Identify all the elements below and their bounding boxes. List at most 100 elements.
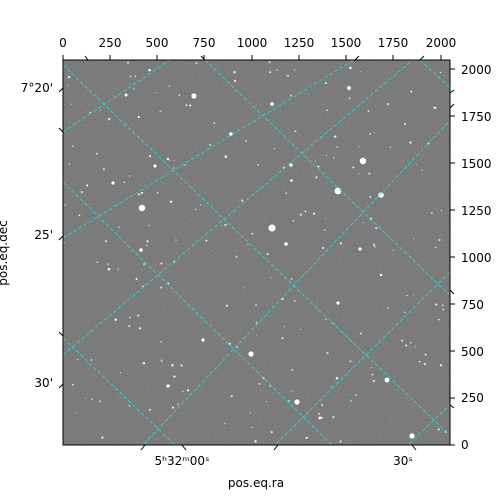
faint-star xyxy=(335,376,339,380)
faint-star xyxy=(325,155,328,157)
dec-tick-mark-right xyxy=(449,289,455,295)
faint-star xyxy=(291,368,294,371)
faint-star xyxy=(270,430,273,434)
faint-star xyxy=(75,412,77,414)
faint-star xyxy=(269,71,272,74)
bright-star xyxy=(124,93,128,97)
faint-star xyxy=(413,238,415,240)
bright-star xyxy=(201,338,205,342)
faint-star xyxy=(330,386,332,388)
dec-tick-mark-right xyxy=(449,404,455,409)
dec-tick-mark xyxy=(58,127,64,133)
faint-star xyxy=(258,382,261,385)
faint-star xyxy=(332,156,335,159)
right-tick-label-0: 0 xyxy=(461,438,469,452)
faint-star xyxy=(370,367,372,369)
faint-star xyxy=(178,94,181,96)
faint-star xyxy=(249,412,251,414)
faint-star xyxy=(184,164,186,166)
faint-star xyxy=(369,195,372,199)
faint-star xyxy=(437,428,440,431)
tick-marks xyxy=(58,55,455,451)
faint-star xyxy=(148,408,152,411)
bright-star xyxy=(191,93,197,99)
faint-star xyxy=(137,193,141,196)
top-tick-label-2000: 2000 xyxy=(426,36,457,50)
faint-star xyxy=(326,109,328,112)
faint-star xyxy=(312,212,316,215)
faint-star xyxy=(324,82,327,85)
faint-star xyxy=(325,318,327,320)
faint-star xyxy=(281,337,284,340)
faint-star xyxy=(362,222,364,224)
faint-star xyxy=(243,287,245,289)
faint-star xyxy=(438,238,441,242)
faint-star xyxy=(294,130,297,133)
faint-star xyxy=(373,245,376,248)
faint-star xyxy=(186,389,190,392)
faint-star xyxy=(404,311,406,313)
faint-star xyxy=(169,200,173,204)
faint-star xyxy=(195,62,198,65)
faint-star xyxy=(373,132,376,134)
bright-star xyxy=(346,85,352,91)
ra-tick-mark-top xyxy=(84,55,89,61)
ra-tick-mark-top xyxy=(200,55,206,61)
dec-tick-mark-right xyxy=(449,89,455,94)
top-tick-label-0: 0 xyxy=(59,36,67,50)
plot-frame xyxy=(62,59,451,446)
bright-star xyxy=(289,163,293,167)
faint-star xyxy=(315,176,318,179)
faint-star xyxy=(160,359,163,362)
faint-star xyxy=(389,146,392,148)
faint-star xyxy=(441,304,444,307)
faint-star xyxy=(290,179,293,182)
faint-star xyxy=(107,117,111,121)
faint-star xyxy=(360,71,362,73)
faint-star xyxy=(387,307,389,309)
faint-star xyxy=(438,318,440,321)
faint-star xyxy=(72,383,74,386)
faint-star xyxy=(255,334,257,336)
faint-star xyxy=(241,199,244,202)
faint-star xyxy=(114,318,117,321)
grid-line xyxy=(63,64,450,437)
faint-star xyxy=(140,191,144,194)
faint-star xyxy=(314,160,316,162)
right-pixel-tick-labels: 0 250 500 750 1000 1250 1500 1750 2000 xyxy=(461,63,492,452)
ra-tick-mark xyxy=(140,444,146,451)
grid-line xyxy=(204,60,450,297)
faint-star xyxy=(129,316,131,319)
faint-star xyxy=(433,106,436,109)
faint-star xyxy=(439,71,442,74)
faint-star xyxy=(357,173,360,175)
faint-star xyxy=(416,164,418,166)
grid-line xyxy=(63,181,333,445)
faint-star xyxy=(434,246,437,249)
faint-star xyxy=(128,405,131,407)
faint-star xyxy=(182,390,184,393)
faint-star xyxy=(251,426,253,429)
faint-star xyxy=(105,240,108,243)
faint-star xyxy=(421,169,423,171)
sky-image-noise xyxy=(63,60,450,445)
faint-star xyxy=(146,244,148,247)
faint-star xyxy=(230,395,233,398)
ra-tick-mark xyxy=(273,444,279,451)
faint-star xyxy=(167,282,170,285)
faint-star xyxy=(68,163,71,165)
faint-star xyxy=(430,212,433,215)
faint-star xyxy=(138,327,142,330)
faint-star xyxy=(367,110,370,113)
faint-star xyxy=(350,399,353,402)
faint-star xyxy=(265,400,268,403)
faint-star xyxy=(257,164,259,166)
bright-star xyxy=(318,416,322,420)
faint-star xyxy=(173,159,175,162)
bright-star xyxy=(248,351,254,357)
right-tick-label-1000: 1000 xyxy=(461,251,492,265)
faint-star xyxy=(288,400,290,402)
faint-star xyxy=(440,210,443,212)
faint-star xyxy=(126,61,130,64)
faint-star xyxy=(286,74,290,77)
